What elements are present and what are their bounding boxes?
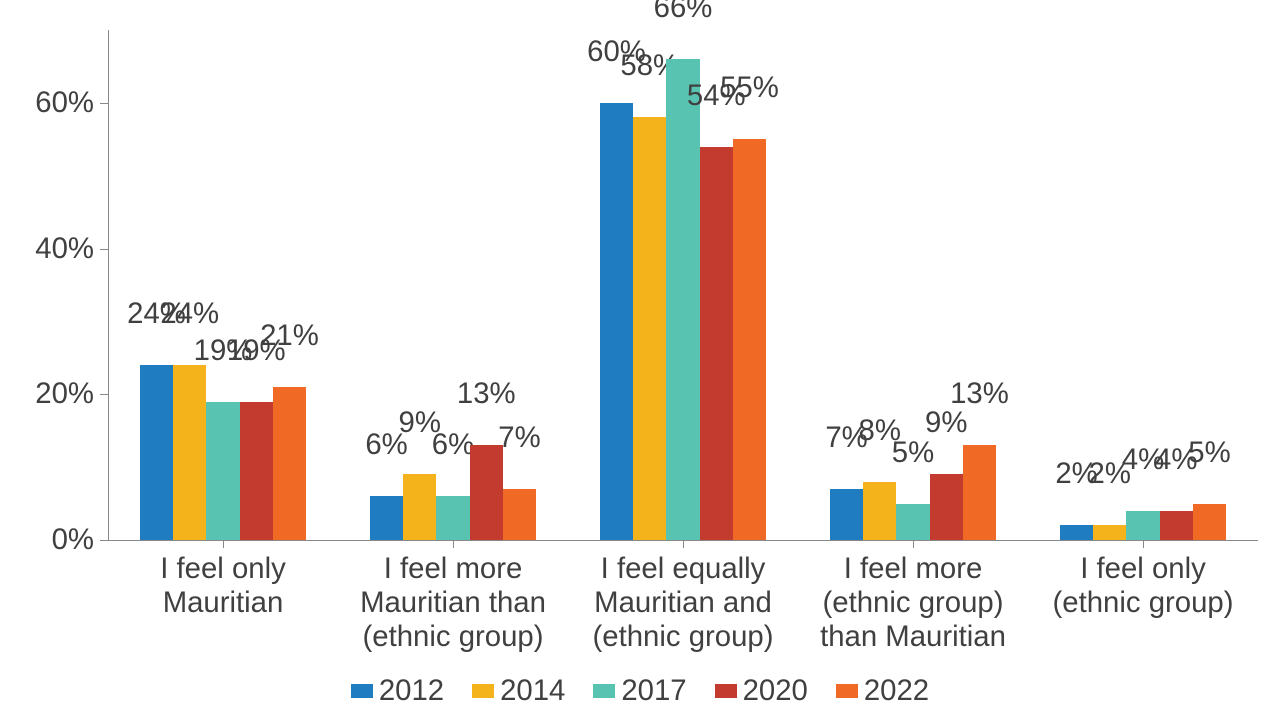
y-axis-line [108, 30, 109, 540]
bar [600, 103, 633, 540]
bar-group: 6%9%6%13%7% [355, 30, 551, 540]
category-label-line: I feel more [798, 552, 1028, 586]
bar-value-label: 66% [654, 0, 713, 25]
bar [830, 489, 863, 540]
bar-group: 60%58%66%54%55% [585, 30, 781, 540]
category-label: I feel moreMauritian than(ethnic group) [338, 552, 568, 654]
bar [930, 474, 963, 540]
bar [1160, 511, 1193, 540]
legend-label: 2020 [743, 674, 808, 708]
category-label: I feel equallyMauritian and(ethnic group… [568, 552, 798, 654]
bar-value-label: 24% [160, 297, 219, 331]
x-tick-mark [683, 540, 684, 548]
x-tick-mark [913, 540, 914, 548]
bar-group: 24%24%19%19%21% [125, 30, 321, 540]
bar [896, 504, 929, 540]
bar [733, 139, 766, 540]
category-label-line: than Mauritian [798, 620, 1028, 654]
bar [963, 445, 996, 540]
legend-item: 2012 [351, 674, 444, 708]
category-label-line: (ethnic group) [1028, 586, 1258, 620]
y-tick-mark [100, 540, 108, 541]
bar [470, 445, 503, 540]
bar-group: 2%2%4%4%5% [1045, 30, 1241, 540]
bar [140, 365, 173, 540]
x-tick-mark [1143, 540, 1144, 548]
category-label-line: I feel equally [568, 552, 798, 586]
legend-item: 2022 [836, 674, 929, 708]
bar [1060, 525, 1093, 540]
category-label-line: Mauritian and [568, 586, 798, 620]
bar-value-label: 9% [925, 406, 967, 440]
bar [436, 496, 469, 540]
chart-root: 24%24%19%19%21%6%9%6%13%7%60%58%66%54%55… [0, 0, 1280, 720]
plot-area: 24%24%19%19%21%6%9%6%13%7%60%58%66%54%55… [108, 30, 1258, 540]
category-label-line: (ethnic group) [798, 586, 1028, 620]
category-label-line: (ethnic group) [338, 620, 568, 654]
y-tick-mark [100, 249, 108, 250]
category-label-line: Mauritian [108, 586, 338, 620]
bar-value-label: 21% [260, 319, 319, 353]
bar [206, 402, 239, 540]
bar-value-label: 55% [720, 71, 779, 105]
bar [633, 117, 666, 540]
category-label-line: I feel only [1028, 552, 1258, 586]
bar [863, 482, 896, 540]
bar-value-label: 5% [892, 436, 934, 470]
bar [1126, 511, 1159, 540]
x-tick-mark [453, 540, 454, 548]
bar [700, 147, 733, 540]
bar-value-label: 13% [950, 377, 1009, 411]
category-label-line: (ethnic group) [568, 620, 798, 654]
bar-value-label: 5% [1188, 436, 1230, 470]
bar [273, 387, 306, 540]
y-tick-label: 0% [14, 523, 94, 557]
bar-value-label: 6% [432, 428, 474, 462]
legend-label: 2012 [379, 674, 444, 708]
category-label: I feel more(ethnic group)than Mauritian [798, 552, 1028, 654]
y-tick-label: 40% [14, 232, 94, 266]
legend: 2012 2014 2017 2020 2022 [0, 674, 1280, 708]
category-label: I feel only(ethnic group) [1028, 552, 1258, 620]
legend-swatch [836, 684, 858, 698]
bar [173, 365, 206, 540]
x-tick-mark [223, 540, 224, 548]
category-label: I feel onlyMauritian [108, 552, 338, 620]
bar-value-label: 7% [498, 421, 540, 455]
legend-swatch [351, 684, 373, 698]
legend-item: 2017 [593, 674, 686, 708]
legend-item: 2020 [715, 674, 808, 708]
legend-label: 2014 [500, 674, 565, 708]
category-label-line: Mauritian than [338, 586, 568, 620]
y-tick-mark [100, 103, 108, 104]
legend-swatch [715, 684, 737, 698]
bar-value-label: 13% [457, 377, 516, 411]
y-tick-mark [100, 394, 108, 395]
legend-swatch [472, 684, 494, 698]
bar [666, 59, 699, 540]
bar [240, 402, 273, 540]
bar [370, 496, 403, 540]
category-label-line: I feel only [108, 552, 338, 586]
y-tick-label: 60% [14, 86, 94, 120]
legend-swatch [593, 684, 615, 698]
category-label-line: I feel more [338, 552, 568, 586]
legend-label: 2022 [864, 674, 929, 708]
bar [403, 474, 436, 540]
y-tick-label: 20% [14, 377, 94, 411]
legend-item: 2014 [472, 674, 565, 708]
legend-label: 2017 [621, 674, 686, 708]
bar [503, 489, 536, 540]
bar [1193, 504, 1226, 540]
bar [1093, 525, 1126, 540]
bar-group: 7%8%5%9%13% [815, 30, 1011, 540]
